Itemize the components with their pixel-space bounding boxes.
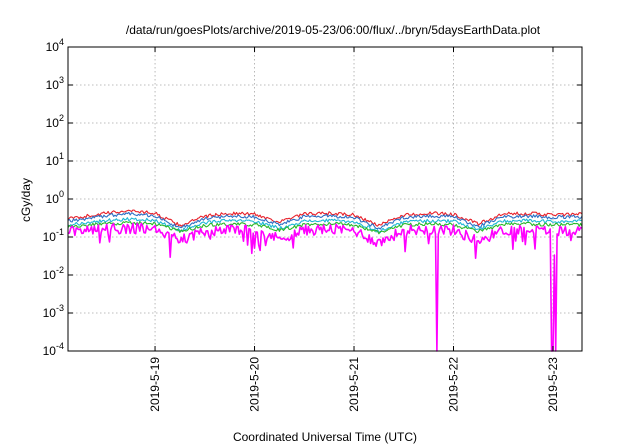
y-axis-label: cGy/day bbox=[19, 178, 33, 222]
x-tick-label: 2019-5-20 bbox=[248, 357, 262, 412]
x-axis-label: Coordinated Universal Time (UTC) bbox=[233, 430, 417, 444]
series-line bbox=[67, 209, 583, 227]
x-tick-label: 2019-5-22 bbox=[447, 357, 461, 412]
series-layer bbox=[67, 209, 583, 352]
series-line bbox=[67, 222, 583, 352]
x-tick-label: 2019-5-23 bbox=[546, 357, 560, 412]
series-line bbox=[67, 217, 583, 234]
x-tick-label: 2019-5-19 bbox=[148, 357, 162, 412]
x-tick-label: 2019-5-21 bbox=[347, 357, 361, 412]
x-axis-ticks: 2019-5-19 2019-5-20 2019-5-21 2019-5-22 2019… bbox=[148, 47, 560, 412]
series-line bbox=[67, 220, 583, 235]
series-line bbox=[67, 211, 583, 230]
chart-title: /data/run/goesPlots/archive/2019-05-23/0… bbox=[126, 23, 541, 37]
